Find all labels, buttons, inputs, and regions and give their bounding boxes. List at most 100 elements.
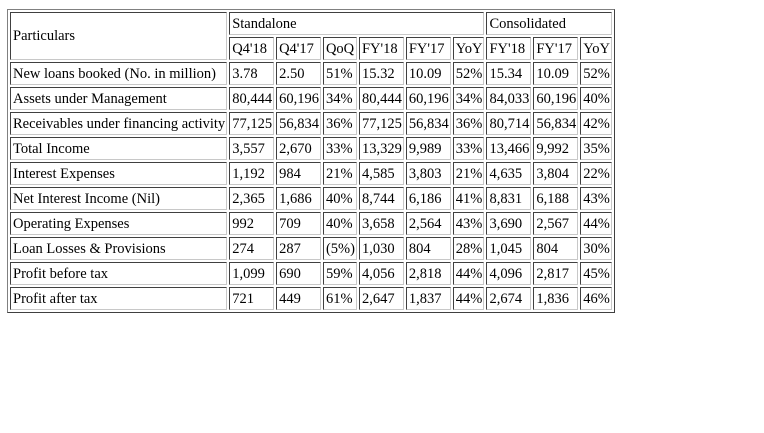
table-cell: 80,714 [486,112,532,135]
table-row: Total Income 3,557 2,670 33% 13,329 9,989 33% 1… [10,137,612,160]
table-cell: 4,635 [486,162,532,185]
row-label: Assets under Management [10,87,228,110]
table-cell: 10.09 [405,62,451,85]
table-row: Net Interest Income (Nil) 2,365 1,686 40% 8,… [10,187,612,210]
table-cell: 77,125 [358,112,404,135]
row-label: Profit after tax [10,287,228,310]
table-cell: 36% [452,112,485,135]
column-header: Q4'18 [229,37,275,60]
financials-table: Particulars Standalone Consolidated Q4'1… [7,9,615,313]
table-cell: 40% [322,187,357,210]
table-cell: 992 [229,212,275,235]
table-cell: 3,803 [405,162,451,185]
table-cell: 804 [405,237,451,260]
table-cell: 43% [580,187,612,210]
row-label: Receivables under financing activity [10,112,228,135]
table-cell: 449 [276,287,321,310]
table-cell: 61% [322,287,357,310]
table-cell: 56,834 [276,112,321,135]
table-cell: 43% [452,212,485,235]
table-cell: 56,834 [533,112,579,135]
table-cell: 80,444 [229,87,275,110]
table-cell: 2,818 [405,262,451,285]
consolidated-group-header: Consolidated [486,12,612,35]
row-label: Interest Expenses [10,162,228,185]
row-label: Net Interest Income (Nil) [10,187,228,210]
table-cell: 8,744 [358,187,404,210]
table-cell: 77,125 [229,112,275,135]
table-cell: 44% [580,212,612,235]
table-row: Interest Expenses 1,192 984 21% 4,585 3,803 21… [10,162,612,185]
table-cell: 60,196 [533,87,579,110]
table-cell: 21% [452,162,485,185]
table-cell: 28% [452,237,485,260]
column-header: FY'17 [405,37,451,60]
table-cell: 287 [276,237,321,260]
table-cell: 1,099 [229,262,275,285]
table-cell: 44% [452,262,485,285]
table-cell: 3.78 [229,62,275,85]
table-row: Profit before tax 1,099 690 59% 4,056 2,818 44… [10,262,612,285]
table-cell: 52% [580,62,612,85]
table-cell: 33% [322,137,357,160]
table-cell: 2,564 [405,212,451,235]
table-cell: 984 [276,162,321,185]
row-label: Total Income [10,137,228,160]
table-cell: 2,567 [533,212,579,235]
table-cell: 2,647 [358,287,404,310]
table-cell: 4,056 [358,262,404,285]
table-cell: 41% [452,187,485,210]
table-cell: 1,686 [276,187,321,210]
table-cell: 2,365 [229,187,275,210]
table-row: Assets under Management 80,444 60,196 34% 80… [10,87,612,110]
table-cell: 13,329 [358,137,404,160]
table-cell: 804 [533,237,579,260]
table-cell: 40% [580,87,612,110]
table-cell: 9,992 [533,137,579,160]
table-cell: 22% [580,162,612,185]
table-cell: 15.32 [358,62,404,85]
table-cell: 80,444 [358,87,404,110]
table-cell: 30% [580,237,612,260]
table-cell: 6,186 [405,187,451,210]
column-header: Q4'17 [276,37,321,60]
table-cell: 1,836 [533,287,579,310]
table-cell: 42% [580,112,612,135]
column-header: YoY [452,37,485,60]
table-cell: 4,096 [486,262,532,285]
table-cell: 45% [580,262,612,285]
table-cell: 60,196 [276,87,321,110]
column-header: FY'18 [358,37,404,60]
table-cell: 33% [452,137,485,160]
table-cell: 13,466 [486,137,532,160]
group-header-row: Particulars Standalone Consolidated [10,12,612,60]
table-cell: 9,989 [405,137,451,160]
column-header: FY'18 [486,37,532,60]
table-cell: 2,674 [486,287,532,310]
table-cell: 46% [580,287,612,310]
table-cell: 274 [229,237,275,260]
table-row: Receivables under financing activity 77,1… [10,112,612,135]
table-cell: 1,192 [229,162,275,185]
table-cell: 8,831 [486,187,532,210]
table-cell: 44% [452,287,485,310]
row-label: New loans booked (No. in million) [10,62,228,85]
table-cell: 690 [276,262,321,285]
table-cell: 10.09 [533,62,579,85]
table-row: Profit after tax 721 449 61% 2,647 1,837 44% 2,… [10,287,612,310]
column-header: YoY [580,37,612,60]
table-cell: 3,804 [533,162,579,185]
table-cell: 3,690 [486,212,532,235]
table-cell: 34% [322,87,357,110]
table-cell: (5%) [322,237,357,260]
table-cell: 2,817 [533,262,579,285]
table-cell: 40% [322,212,357,235]
table-cell: 6,188 [533,187,579,210]
table-cell: 34% [452,87,485,110]
table-cell: 52% [452,62,485,85]
table-cell: 1,045 [486,237,532,260]
table-cell: 3,557 [229,137,275,160]
row-label: Operating Expenses [10,212,228,235]
table-cell: 1,837 [405,287,451,310]
table-cell: 21% [322,162,357,185]
